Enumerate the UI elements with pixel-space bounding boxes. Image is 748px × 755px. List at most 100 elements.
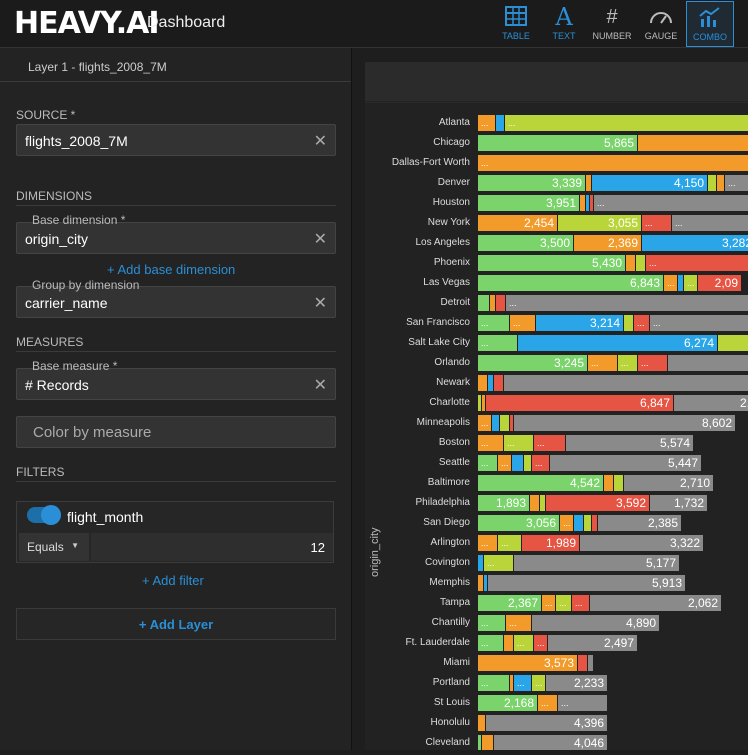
bar-segment[interactable]: [540, 495, 545, 511]
bar-segment[interactable]: [604, 475, 613, 491]
add-filter-link[interactable]: + Add filter: [142, 573, 204, 588]
bar-segment[interactable]: [478, 335, 517, 351]
clear-base-measure-icon[interactable]: ✕: [313, 377, 327, 394]
bar-segment[interactable]: [518, 335, 717, 351]
bar-segment[interactable]: [478, 615, 505, 631]
bar-segment[interactable]: [514, 555, 679, 571]
bar-segment[interactable]: [584, 515, 591, 531]
clear-base-dimension-icon[interactable]: ✕: [313, 231, 327, 248]
bar-segment[interactable]: [478, 355, 587, 371]
bar-segment[interactable]: [496, 295, 505, 311]
bar-segment[interactable]: [642, 235, 748, 251]
bar-segment[interactable]: [590, 595, 721, 611]
bar-segment[interactable]: [532, 615, 659, 631]
bar-segment[interactable]: [478, 455, 497, 471]
bar-segment[interactable]: [592, 175, 707, 191]
group-by-select[interactable]: carrier_name ✕: [16, 286, 336, 318]
bar-segment[interactable]: [546, 675, 607, 691]
bar-segment[interactable]: [498, 455, 511, 471]
bar-segment[interactable]: [592, 515, 597, 531]
bar-segment[interactable]: [524, 455, 531, 471]
bar-segment[interactable]: [560, 515, 573, 531]
bar-segment[interactable]: [580, 195, 585, 211]
bar-segment[interactable]: [510, 315, 535, 331]
bar-segment[interactable]: [646, 255, 748, 271]
bar-segment[interactable]: [642, 215, 671, 231]
bar-segment[interactable]: [478, 695, 537, 711]
bar-segment[interactable]: [478, 495, 529, 511]
bar-segment[interactable]: [478, 175, 585, 191]
bar-segment[interactable]: [478, 155, 748, 171]
bar-segment[interactable]: [478, 475, 603, 491]
bar-segment[interactable]: [514, 675, 531, 691]
bar-segment[interactable]: [478, 215, 557, 231]
bar-segment[interactable]: [478, 515, 559, 531]
bar-segment[interactable]: [650, 315, 748, 331]
bar-segment[interactable]: [492, 415, 499, 431]
bar-segment[interactable]: [574, 235, 641, 251]
bar-segment[interactable]: [482, 395, 485, 411]
bar-segment[interactable]: [664, 275, 677, 291]
filter-value-input[interactable]: 12: [91, 533, 333, 561]
bar-segment[interactable]: [494, 375, 503, 391]
bar-segment[interactable]: [725, 175, 748, 191]
bar-segment[interactable]: [574, 515, 583, 531]
bar-segment[interactable]: [598, 515, 681, 531]
bar-segment[interactable]: [478, 195, 579, 211]
bar-segment[interactable]: [504, 635, 513, 651]
bar-segment[interactable]: [538, 695, 557, 711]
bar-segment[interactable]: [478, 715, 485, 731]
bar-segment[interactable]: [514, 635, 533, 651]
viz-type-number-button[interactable]: # NUMBER: [588, 1, 636, 47]
bar-segment[interactable]: [486, 715, 607, 731]
bar-segment[interactable]: [718, 335, 748, 351]
bar-segment[interactable]: [478, 315, 509, 331]
bar-segment[interactable]: [510, 415, 513, 431]
bar-segment[interactable]: [500, 415, 509, 431]
bar-segment[interactable]: [586, 195, 589, 211]
bar-segment[interactable]: [624, 315, 633, 331]
bar-segment[interactable]: [484, 575, 487, 591]
bar-segment[interactable]: [566, 435, 693, 451]
bar-segment[interactable]: [478, 735, 481, 751]
bar-segment[interactable]: [504, 435, 533, 451]
bar-segment[interactable]: [590, 195, 593, 211]
bar-segment[interactable]: [484, 555, 513, 571]
bar-segment[interactable]: [488, 375, 493, 391]
viz-type-text-button[interactable]: A TEXT: [540, 1, 588, 47]
bar-segment[interactable]: [580, 535, 703, 551]
bar-segment[interactable]: [532, 675, 545, 691]
color-by-measure-input[interactable]: Color by measure: [16, 416, 336, 448]
bar-segment[interactable]: [542, 595, 555, 611]
bar-segment[interactable]: [478, 375, 487, 391]
bar-segment[interactable]: [478, 635, 503, 651]
bar-segment[interactable]: [506, 295, 748, 311]
bar-segment[interactable]: [698, 275, 741, 291]
bar-segment[interactable]: [478, 275, 663, 291]
bar-segment[interactable]: [578, 655, 587, 671]
clear-group-by-icon[interactable]: ✕: [313, 295, 327, 312]
bar-segment[interactable]: [684, 275, 697, 291]
bar-segment[interactable]: [478, 435, 503, 451]
bar-segment[interactable]: [486, 395, 673, 411]
bar-segment[interactable]: [534, 435, 565, 451]
bar-segment[interactable]: [530, 495, 539, 511]
bar-segment[interactable]: [496, 115, 504, 131]
bar-segment[interactable]: [532, 455, 549, 471]
bar-segment[interactable]: [505, 115, 748, 131]
bar-segment[interactable]: [672, 215, 748, 231]
bar-segment[interactable]: [490, 295, 495, 311]
bar-segment[interactable]: [668, 355, 748, 371]
bar-segment[interactable]: [498, 535, 521, 551]
viz-type-table-button[interactable]: TABLE: [492, 1, 540, 47]
bar-segment[interactable]: [588, 655, 593, 671]
bar-segment[interactable]: [478, 575, 483, 591]
bar-segment[interactable]: [614, 475, 623, 491]
bar-segment[interactable]: [494, 735, 607, 751]
bar-segment[interactable]: [638, 135, 748, 151]
bar-segment[interactable]: [558, 215, 641, 231]
bar-segment[interactable]: [478, 415, 491, 431]
add-base-dimension-link[interactable]: + Add base dimension: [107, 262, 236, 277]
base-dimension-select[interactable]: origin_city ✕: [16, 222, 336, 254]
filter-operator-select[interactable]: Equals ▼: [19, 533, 89, 561]
